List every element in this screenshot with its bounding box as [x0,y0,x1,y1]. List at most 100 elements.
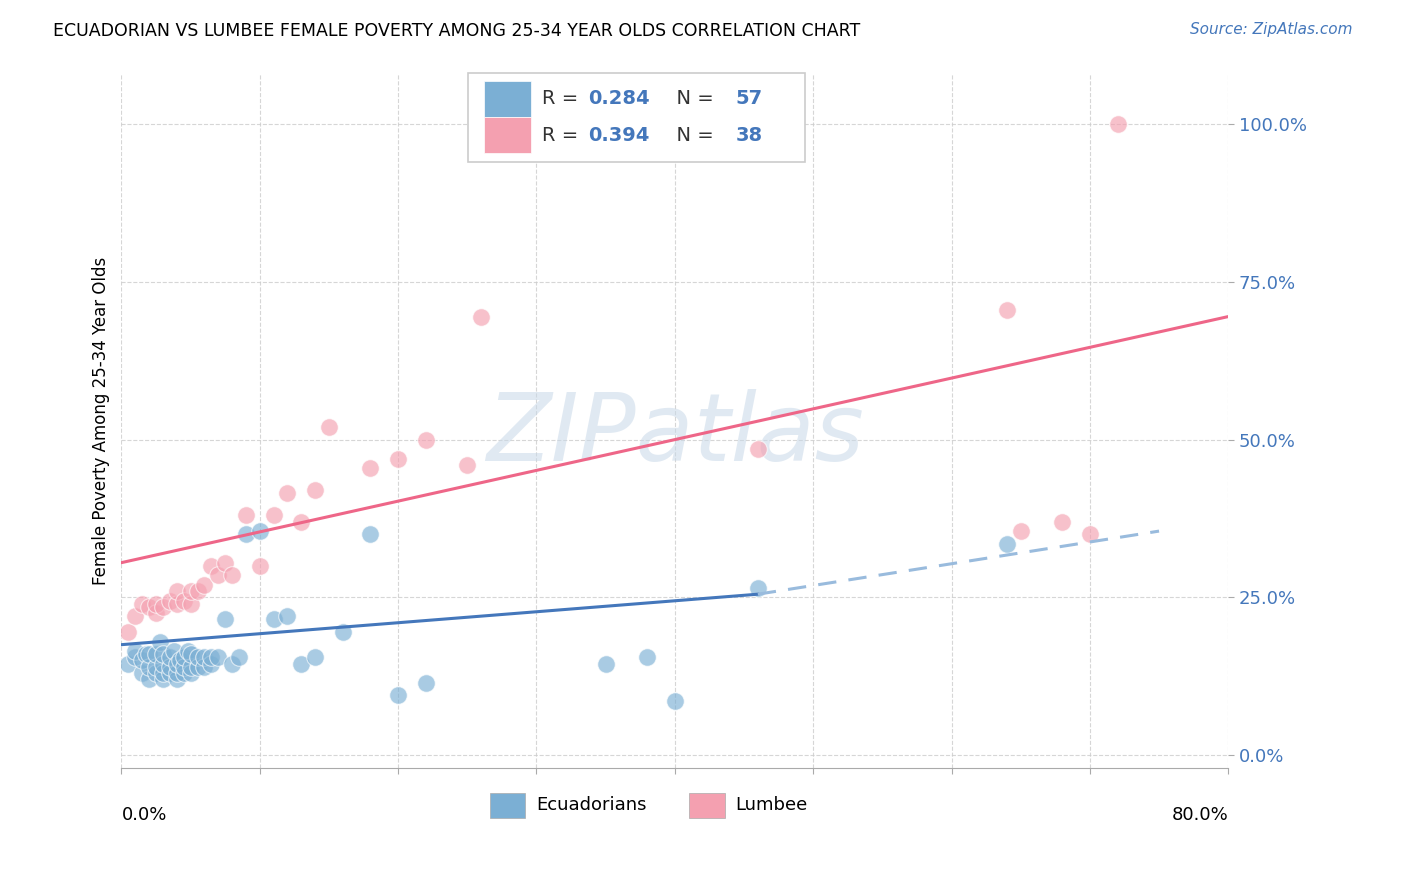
Point [131,653,153,667]
Point [636,650,658,665]
Point [747,442,769,456]
Point [526,117,548,131]
Point [138,673,160,687]
Point [200,657,222,671]
Point [276,609,298,624]
Point [1050,515,1073,529]
Point [166,673,188,687]
Point [180,584,202,599]
Point [159,650,181,665]
Text: 57: 57 [735,89,763,108]
Point [263,508,285,523]
Point [145,597,167,611]
Point [145,647,167,661]
Point [186,659,208,673]
Point [152,599,174,614]
Point [180,647,202,661]
Point [145,659,167,673]
Point [186,584,208,599]
Point [145,666,167,681]
Point [359,461,381,475]
Point [995,537,1018,551]
Point [124,644,146,658]
Point [276,486,298,500]
Point [124,650,146,665]
Text: 0.0%: 0.0% [121,805,167,824]
Point [131,666,153,681]
Point [200,650,222,665]
Point [173,650,195,665]
Point [290,515,312,529]
Point [747,581,769,595]
Point [200,558,222,573]
Point [290,657,312,671]
Point [304,483,326,497]
Text: Ecuadorians: Ecuadorians [537,797,647,814]
FancyBboxPatch shape [485,118,531,153]
FancyBboxPatch shape [689,793,724,818]
Text: R =: R = [543,126,585,145]
Point [180,666,202,681]
Point [159,666,181,681]
Point [124,609,146,624]
Point [166,666,188,681]
Text: N =: N = [664,126,720,145]
Point [138,659,160,673]
Point [145,606,167,620]
Text: 80.0%: 80.0% [1171,805,1229,824]
Point [152,666,174,681]
Point [1010,524,1032,538]
Point [235,527,257,541]
Text: ECUADORIAN VS LUMBEE FEMALE POVERTY AMONG 25-34 YEAR OLDS CORRELATION CHART: ECUADORIAN VS LUMBEE FEMALE POVERTY AMON… [53,22,860,40]
Point [221,568,243,582]
Point [159,593,181,607]
Point [221,657,243,671]
Point [159,659,181,673]
Point [595,657,617,671]
Point [186,650,208,665]
Text: N =: N = [664,89,720,108]
Text: Lumbee: Lumbee [735,797,808,814]
Point [415,675,437,690]
Point [166,657,188,671]
FancyBboxPatch shape [491,793,526,818]
Point [387,451,409,466]
Point [131,597,153,611]
Point [228,650,250,665]
Point [456,458,478,472]
Point [263,612,285,626]
FancyBboxPatch shape [468,73,806,161]
Text: ZIPatlas: ZIPatlas [486,389,863,480]
Point [166,584,188,599]
Point [173,593,195,607]
Point [214,556,236,570]
Point [249,558,271,573]
Point [387,688,409,702]
Point [169,653,191,667]
Point [138,599,160,614]
Point [249,524,271,538]
Point [318,420,340,434]
Text: 38: 38 [735,126,763,145]
Point [995,303,1018,318]
Point [207,568,229,582]
Point [180,597,202,611]
Point [664,694,686,708]
Y-axis label: Female Poverty Among 25-34 Year Olds: Female Poverty Among 25-34 Year Olds [93,257,110,585]
Point [152,657,174,671]
Point [193,578,215,592]
Text: 0.394: 0.394 [589,126,650,145]
Point [166,597,188,611]
Point [117,657,139,671]
Point [152,673,174,687]
Point [177,644,200,658]
Point [1107,117,1129,131]
Point [207,650,229,665]
Point [149,634,172,648]
Point [332,625,354,640]
Point [193,650,215,665]
Point [138,647,160,661]
Point [415,433,437,447]
Text: Source: ZipAtlas.com: Source: ZipAtlas.com [1189,22,1353,37]
FancyBboxPatch shape [485,80,531,117]
